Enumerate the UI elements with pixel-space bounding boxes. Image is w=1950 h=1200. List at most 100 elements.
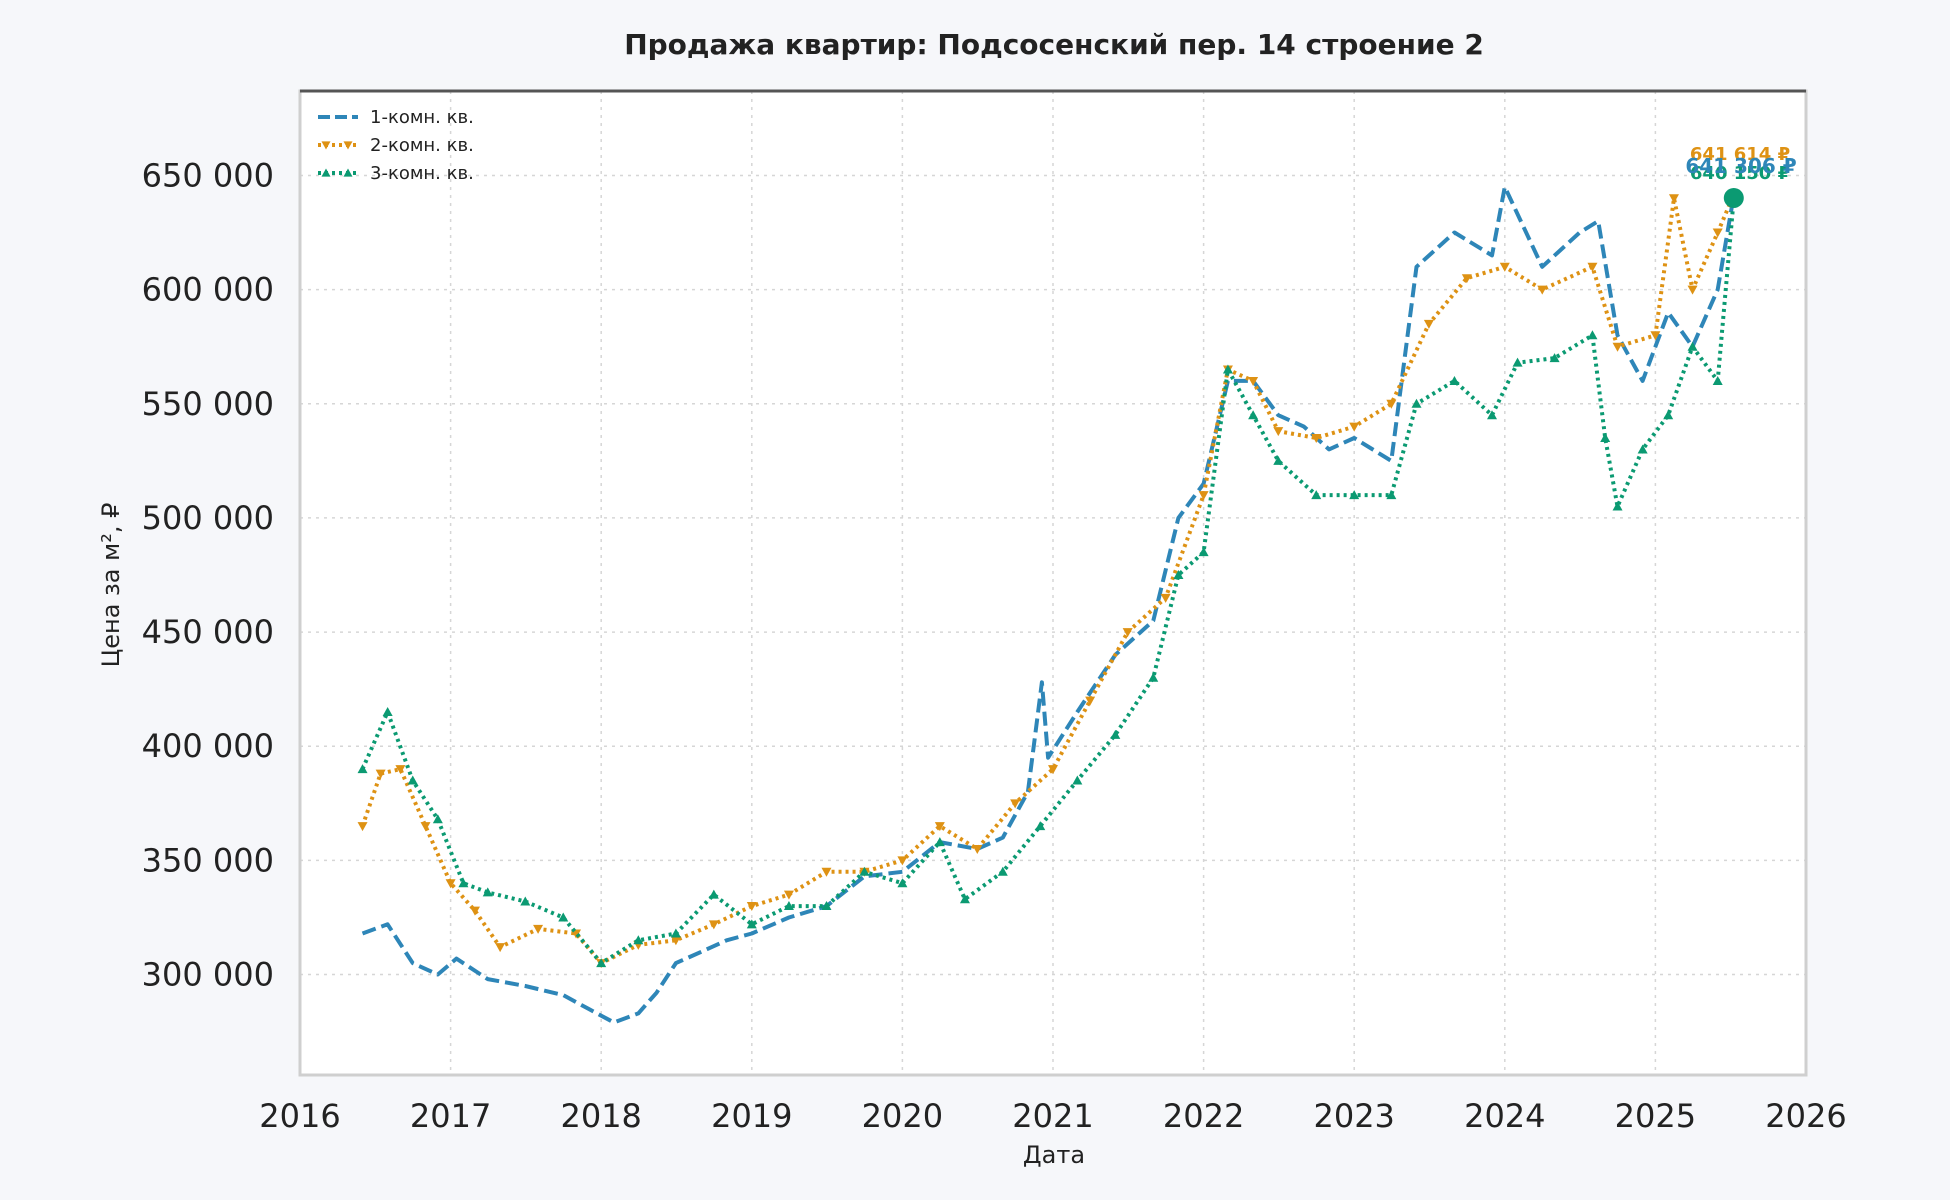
y-tick-label: 400 000: [142, 727, 274, 765]
series-marker: [1198, 547, 1209, 557]
legend: 1-комн. кв. 2-комн. кв. 3-комн. кв.: [318, 107, 474, 184]
y-tick-label: 300 000: [142, 956, 274, 994]
series-marker: [407, 775, 418, 785]
series-marker: [1600, 433, 1611, 443]
series-marker: [495, 943, 506, 953]
series-marker: [897, 856, 908, 866]
series-marker: [1311, 490, 1322, 500]
series-marker: [821, 867, 832, 877]
legend-item-2: 2-комн. кв.: [318, 135, 474, 156]
series-3: [357, 192, 1739, 968]
series-marker: [859, 866, 870, 876]
series-marker: [1386, 399, 1397, 409]
series-marker: [558, 912, 569, 922]
legend-label: 2-комн. кв.: [370, 135, 474, 156]
series-marker: [1587, 262, 1598, 272]
series-marker: [1587, 330, 1598, 340]
y-tick-label: 550 000: [142, 385, 274, 423]
series-marker: [375, 769, 386, 779]
legend-marker: [321, 141, 331, 150]
plot-area: [298, 89, 1808, 1077]
series-marker: [1198, 491, 1209, 501]
series-marker: [1687, 285, 1698, 295]
series-marker: [420, 822, 431, 832]
legend-label: 3-комн. кв.: [370, 163, 474, 184]
end-label-series-1: 641 306 ₽: [1685, 154, 1796, 178]
x-tick-label: 2023: [1313, 1097, 1394, 1135]
series-marker: [1663, 410, 1674, 420]
x-tick-label: 2018: [560, 1097, 641, 1135]
series-marker: [1222, 364, 1233, 374]
series-marker: [520, 896, 531, 906]
series-marker: [1311, 434, 1322, 444]
x-tick-label: 2019: [711, 1097, 792, 1135]
y-tick-label: 650 000: [142, 156, 274, 194]
series-marker: [708, 889, 719, 899]
series-marker: [1411, 398, 1422, 408]
legend-label: 1-комн. кв.: [370, 107, 474, 128]
end-label-series-2: 641 614 ₽: [1690, 144, 1790, 165]
chart-title: Продажа квартир: Подсосенский пер. 14 ст…: [624, 28, 1484, 61]
plot-background: [300, 91, 1806, 1075]
series-marker: [1487, 410, 1498, 420]
x-tick-label: 2022: [1163, 1097, 1244, 1135]
series-marker: [1122, 628, 1133, 638]
x-tick-label: 2024: [1464, 1097, 1545, 1135]
y-tick-label: 350 000: [142, 841, 274, 879]
series-marker: [395, 765, 406, 775]
series-marker: [1160, 593, 1171, 603]
legend-marker: [321, 168, 331, 177]
x-tick-label: 2026: [1765, 1097, 1846, 1135]
series-marker: [670, 936, 681, 946]
series-marker: [1110, 729, 1121, 739]
series-2: [357, 190, 1739, 969]
x-tick-label: 2016: [259, 1097, 340, 1135]
y-axis-ticks: 300 000 350 000 400 000 450 000 500 000 550 0…: [142, 156, 274, 993]
series-marker: [1449, 375, 1460, 385]
series-marker: [1668, 194, 1679, 204]
y-tick-label: 500 000: [142, 499, 274, 537]
plot-frame: [298, 89, 1808, 1077]
series-marker: [1273, 427, 1284, 437]
series-marker: [1248, 376, 1259, 386]
series-marker: [1637, 444, 1648, 454]
x-tick-label: 2020: [862, 1097, 943, 1135]
series-marker: [708, 920, 719, 930]
series-marker: [1148, 672, 1159, 682]
series-marker: [596, 958, 607, 968]
legend-marker: [343, 168, 353, 177]
series-marker: [1035, 821, 1046, 831]
series-marker: [469, 906, 480, 916]
x-axis-ticks: 2016 2017 2018 2019 2020 2021 2022 2023 2024 2025…: [259, 1097, 1846, 1135]
series-marker: [382, 706, 393, 716]
series-marker: [1048, 765, 1058, 775]
series-marker: [445, 879, 456, 889]
legend-marker: [343, 141, 353, 150]
series-marker: [1512, 357, 1523, 367]
series-marker: [1612, 342, 1623, 352]
series-marker: [746, 902, 757, 912]
series-marker: [783, 901, 794, 911]
series-marker: [1349, 422, 1360, 432]
series-line: [361, 184, 1736, 1025]
x-tick-label: 2025: [1615, 1097, 1696, 1135]
series-marker: [1010, 799, 1021, 809]
series-marker: [357, 822, 368, 832]
series-marker: [1712, 228, 1723, 238]
series-marker: [972, 844, 983, 854]
series-marker: [1173, 570, 1184, 580]
grid: [299, 91, 1807, 1075]
y-axis-label: Цена за м², ₽: [97, 503, 125, 668]
series-marker: [458, 878, 469, 888]
series-marker: [670, 928, 681, 938]
series-marker: [633, 935, 644, 945]
series-marker: [1461, 274, 1472, 284]
series-marker: [783, 890, 794, 900]
series-marker: [1386, 490, 1397, 500]
series-layer: [357, 184, 1739, 1025]
x-tick-label: 2017: [410, 1097, 491, 1135]
series-marker: [934, 822, 945, 832]
series-marker: [1612, 501, 1623, 511]
series-marker: [1549, 353, 1560, 363]
